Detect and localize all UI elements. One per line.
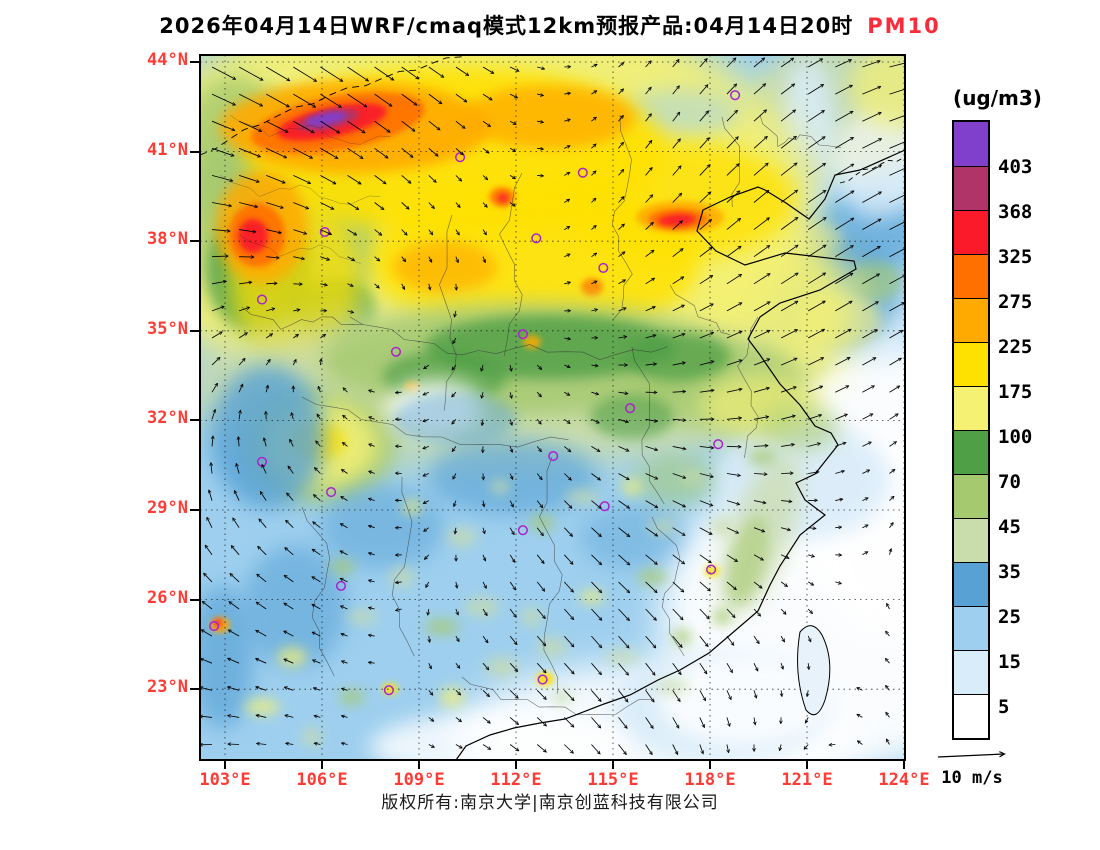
colorbar-segment [954,694,988,738]
page-title: 2026年04月14日WRF/cmaq模式12km预报产品:04月14日20时 P… [60,10,1040,40]
lon-label: 103°E [199,770,251,790]
lon-tick [806,761,808,769]
lon-label: 121°E [781,770,833,790]
station-marker [517,525,528,536]
station-markers [209,90,741,696]
legend-level: 15 [998,651,1021,673]
legend-level: 175 [998,381,1033,403]
lat-tick [190,598,199,601]
legend-level: 70 [998,471,1021,493]
wind-vectors [200,58,905,754]
legend-unit-label: (ug/m3) [953,86,1042,110]
station-marker [577,167,588,178]
lat-label: 44°N [147,50,188,70]
station-marker [390,346,402,357]
colorbar-segment [954,562,988,606]
colorbar-segment [954,166,988,210]
lat-tick [190,509,199,511]
colorbar-segment [954,650,988,694]
taiwan-island [797,625,831,716]
lon-tick [224,761,226,769]
station-marker [209,621,220,632]
lat-tick [190,150,199,153]
legend-level: 35 [998,561,1021,583]
pm10-field [110,0,1000,823]
lon-tick [903,761,905,769]
station-marker [335,580,347,591]
legend-level: 325 [998,246,1033,268]
lon-label: 112°E [490,770,542,790]
lat-tick [190,419,199,422]
lon-tick [321,761,323,769]
colorbar-segment [954,430,988,474]
station-marker [713,439,724,450]
lon-tick [612,761,614,769]
lat-label: 41°N [147,139,188,160]
lat-tick [190,329,199,332]
station-marker [531,233,542,244]
legend-level: 100 [998,426,1033,448]
coastline [455,149,906,761]
lat-tick [190,61,199,63]
title-pollutant: PM10 [867,14,941,38]
lat-tick [190,240,199,243]
title-text: 2026年04月14日WRF/cmaq模式12km预报产品:04月14日20时 [159,14,854,38]
colorbar [952,120,990,740]
lon-label: 109°E [393,770,445,790]
station-marker [548,451,559,462]
lat-label: 29°N [147,498,188,518]
legend-level: 5 [998,696,1010,718]
lat-tick [190,688,199,691]
lat-label: 32°N [147,408,188,429]
lon-tick [709,761,711,769]
lon-tick [515,761,517,769]
colorbar-segment [954,474,988,518]
legend-level: 45 [998,516,1021,538]
lon-label: 115°E [587,770,639,790]
legend-level: 25 [998,606,1021,628]
legend-level: 275 [998,291,1033,313]
colorbar-segment [954,254,988,298]
station-marker [326,487,337,498]
station-marker [706,564,717,575]
pm10-concentration-map [110,0,1000,823]
station-marker [730,90,741,101]
colorbar-segment [954,122,988,166]
wind-reference-arrow-icon [937,748,1012,758]
station-marker [383,685,394,696]
legend-level: 403 [998,156,1033,178]
map-area [110,0,1000,823]
lat-label: 35°N [147,318,188,339]
colorbar-segment [954,298,988,342]
wind-reference-label: 10 m/s [941,768,1003,788]
wind-reference: 10 m/s [928,748,1016,788]
lat-label: 38°N [147,229,188,250]
station-marker [537,674,548,685]
copyright-footer: 版权所有:南京大学|南京创蓝科技有限公司 [381,793,719,813]
colorbar-segment [954,342,988,386]
colorbar-segment [954,386,988,430]
station-marker [598,262,609,273]
legend-level: 225 [998,336,1033,358]
province-boundaries [199,56,906,716]
lat-label: 26°N [147,587,188,608]
lat-label: 23°N [147,677,188,698]
colorbar-segment [954,606,988,650]
station-marker [517,329,528,340]
colorbar-segment [954,518,988,562]
station-marker [256,294,268,305]
lon-label: 106°E [296,770,348,790]
lon-tick [418,761,420,769]
station-marker [625,403,636,414]
lon-label: 124°E [878,770,930,790]
lon-label: 118°E [684,770,736,790]
colorbar-segment [954,210,988,254]
legend-level: 368 [998,201,1033,223]
